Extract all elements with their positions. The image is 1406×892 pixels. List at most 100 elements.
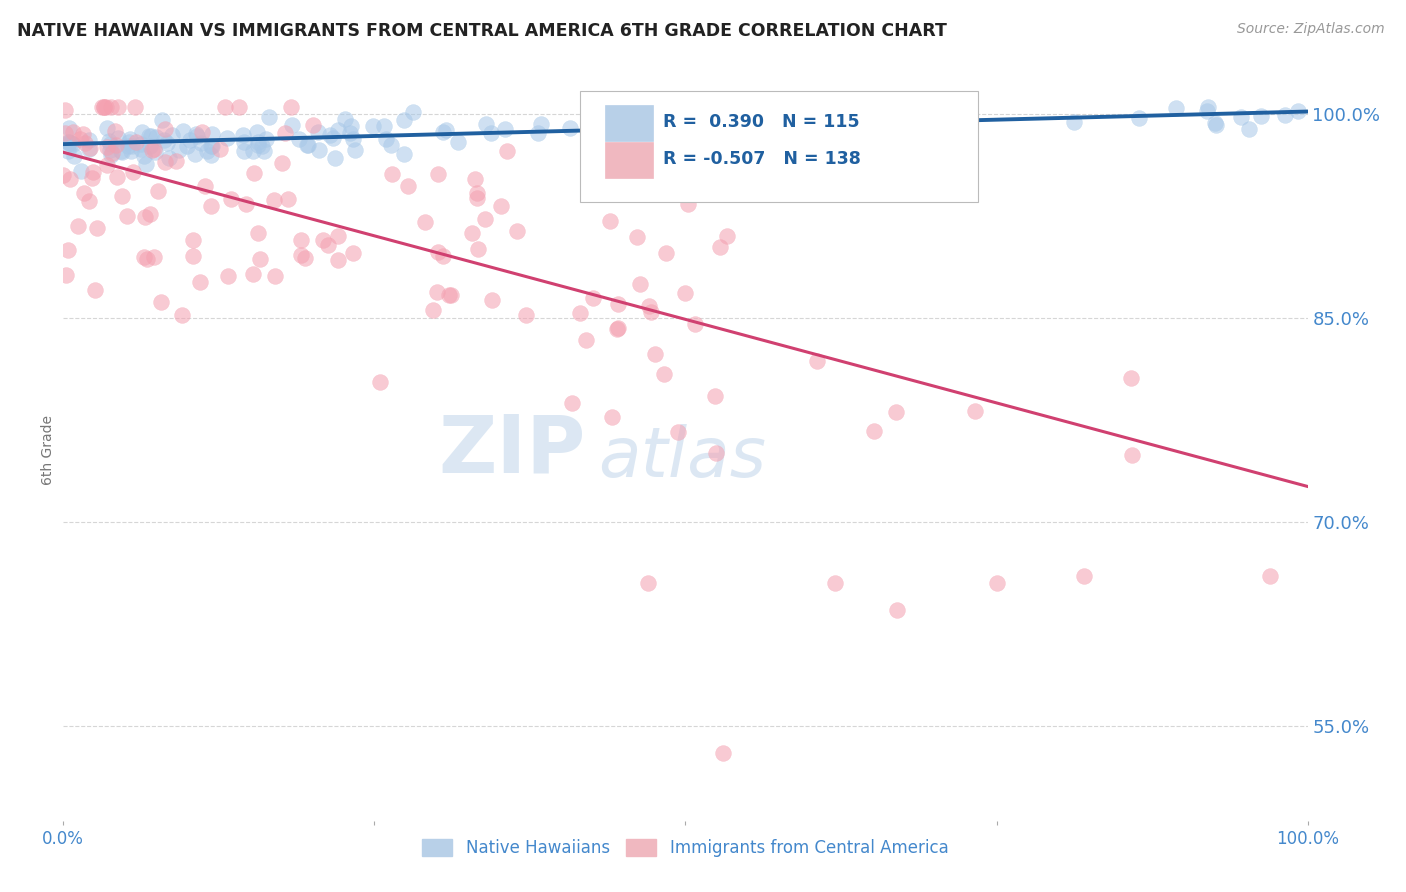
Point [143, 145, 166, 159]
Point [93, 100, 115, 114]
Y-axis label: 6th Grade: 6th Grade [41, 416, 55, 485]
Point [494, 122, 516, 136]
Point [228, 100, 250, 114]
Point [308, 143, 330, 157]
Point [1119, 371, 1142, 385]
Point [139, 207, 162, 221]
Point [100, 100, 122, 114]
Point [120, 144, 142, 158]
Point [100, 143, 122, 157]
FancyBboxPatch shape [579, 91, 977, 202]
Point [879, 121, 901, 136]
Point [77, 143, 100, 157]
Point [530, 117, 553, 131]
Point [246, 126, 269, 140]
Point [297, 137, 319, 152]
Point [153, 133, 176, 147]
Point [58, 136, 80, 150]
Point [280, 100, 302, 114]
Point [465, 191, 488, 205]
Point [242, 267, 264, 281]
Point [53, 126, 76, 140]
Point [637, 299, 659, 313]
Point [90, 100, 112, 114]
Point [107, 131, 129, 145]
Point [381, 167, 404, 181]
Point [59, 136, 82, 150]
Point [1063, 114, 1085, 128]
Point [884, 405, 907, 419]
Point [96, 158, 118, 172]
Point [73, 136, 96, 150]
Point [242, 144, 264, 158]
Point [259, 110, 281, 124]
Point [319, 128, 342, 142]
Point [111, 188, 134, 202]
Point [270, 156, 292, 170]
Point [368, 375, 391, 389]
Point [322, 131, 344, 145]
Point [1237, 121, 1260, 136]
Point [561, 395, 583, 409]
Point [464, 172, 486, 186]
Point [129, 143, 152, 157]
Point [1197, 104, 1219, 119]
Point [188, 275, 211, 289]
Point [806, 354, 828, 368]
Point [115, 209, 138, 223]
Point [217, 130, 239, 145]
Point [105, 138, 128, 153]
Point [118, 135, 141, 149]
Point [527, 126, 550, 140]
Point [363, 119, 385, 133]
Point [392, 113, 415, 128]
Point [716, 228, 738, 243]
Point [560, 120, 582, 135]
Point [160, 128, 183, 142]
Point [600, 410, 623, 425]
FancyBboxPatch shape [605, 142, 652, 178]
Point [427, 167, 450, 181]
Point [711, 746, 734, 760]
Point [481, 293, 503, 307]
Point [254, 131, 277, 145]
Point [58, 135, 80, 149]
Point [644, 347, 666, 361]
Point [432, 125, 454, 139]
Point [249, 252, 271, 266]
Point [460, 226, 482, 240]
Point [97, 134, 120, 148]
Point [437, 288, 460, 302]
Point [1121, 448, 1143, 462]
Point [183, 146, 205, 161]
Point [1250, 109, 1272, 123]
Point [56, 135, 79, 149]
Point [179, 132, 201, 146]
Point [426, 245, 449, 260]
Point [124, 136, 146, 150]
Point [599, 214, 621, 228]
Point [167, 143, 190, 157]
Point [447, 135, 470, 149]
Point [1230, 110, 1253, 124]
Point [380, 138, 402, 153]
Point [67, 219, 90, 233]
Point [63, 149, 86, 163]
Point [690, 131, 713, 145]
Point [80, 170, 103, 185]
Point [93, 100, 115, 114]
FancyBboxPatch shape [605, 104, 652, 141]
Point [138, 129, 160, 144]
Point [69, 132, 91, 146]
Point [1274, 108, 1296, 122]
Point [217, 269, 239, 284]
Point [181, 248, 204, 262]
Point [479, 126, 502, 140]
Point [326, 122, 349, 136]
Point [709, 240, 731, 254]
Point [440, 288, 463, 302]
Point [131, 125, 153, 139]
Point [575, 333, 598, 347]
Point [863, 424, 886, 438]
Point [264, 269, 287, 284]
